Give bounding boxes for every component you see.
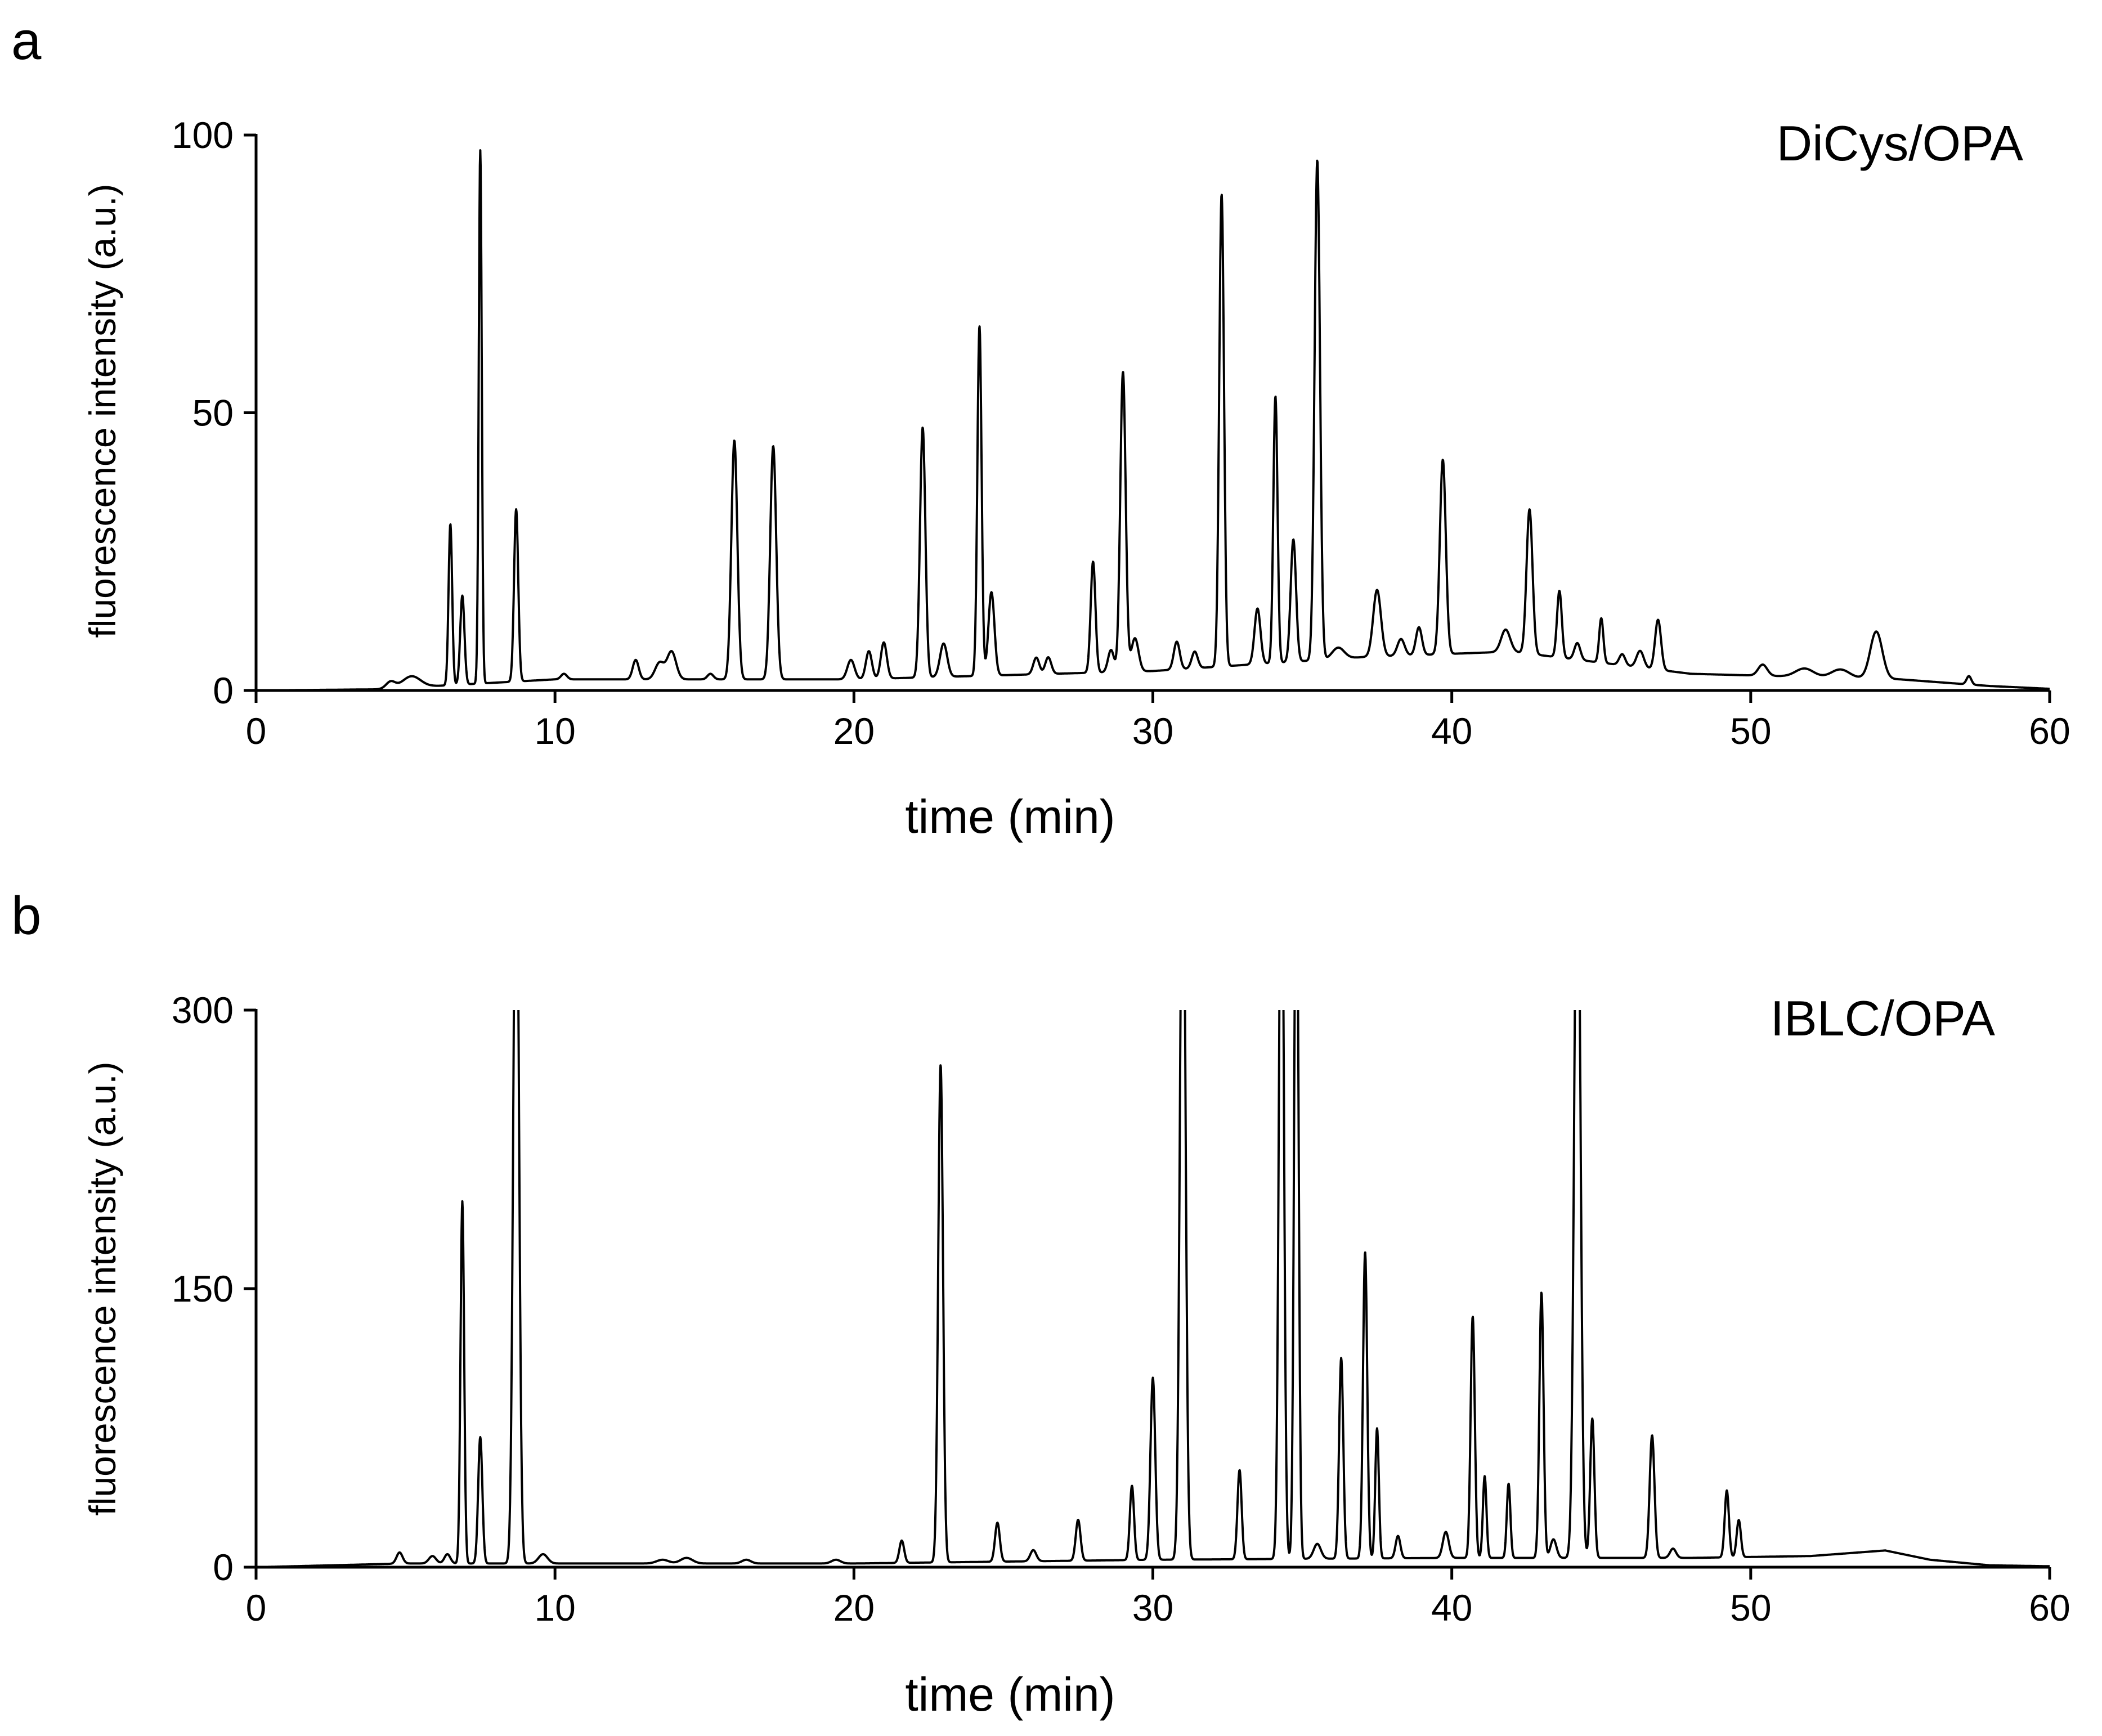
panel-b-letter: b (11, 886, 41, 946)
x-tick-label: 10 (534, 1587, 575, 1629)
y-tick-label: 0 (213, 670, 234, 711)
panel-b: b IBLC/OPA 0 150 300 0 10 20 30 40 50 60 time (m… (11, 886, 2070, 1721)
y-tick-label: 0 (213, 1546, 234, 1588)
x-tick-label: 20 (833, 1587, 875, 1629)
y-tick-label: 100 (172, 114, 234, 156)
x-tick-label: 30 (1132, 1587, 1173, 1629)
x-tick-label: 50 (1730, 710, 1771, 752)
panel-a-chromatogram-trace (256, 149, 2051, 689)
x-tick-label: 60 (2029, 1587, 2070, 1629)
y-tick-label: 300 (172, 989, 234, 1031)
panel-a-letter: a (11, 11, 42, 71)
x-tick-label: 40 (1431, 710, 1472, 752)
x-tick-label: 0 (246, 1587, 267, 1629)
panel-a-y-axis: 0 50 100 (172, 114, 256, 711)
x-tick-label: 60 (2029, 710, 2070, 752)
panel-b-y-axis: 0 150 300 (172, 989, 256, 1588)
panel-a-x-axis-label: time (min) (905, 790, 1115, 843)
y-tick-label: 150 (172, 1268, 234, 1309)
y-tick-label: 50 (192, 392, 234, 434)
panel-b-axes (254, 1009, 2050, 1569)
x-tick-label: 0 (246, 710, 267, 752)
panel-a: a DiCys/OPA 0 50 100 0 10 20 30 40 50 60 time (m… (11, 11, 2070, 843)
x-tick-label: 10 (534, 710, 575, 752)
x-tick-label: 50 (1730, 1587, 1771, 1629)
x-tick-label: 20 (833, 710, 875, 752)
panel-b-y-axis-label: fluorescence intensity (a.u.) (82, 1061, 123, 1515)
panel-b-x-axis: 0 10 20 30 40 50 60 (246, 1567, 2070, 1629)
panel-b-title: IBLC/OPA (1771, 990, 1996, 1046)
panel-b-x-axis-label: time (min) (905, 1668, 1115, 1721)
panel-b-chromatogram-trace (256, 1010, 2051, 1568)
panel-a-axes (254, 134, 2050, 692)
x-tick-label: 40 (1431, 1587, 1472, 1629)
panel-a-y-axis-label: fluorescence intensity (a.u.) (82, 183, 123, 638)
panel-a-title: DiCys/OPA (1777, 115, 2024, 171)
x-tick-label: 30 (1132, 710, 1173, 752)
panel-a-x-axis: 0 10 20 30 40 50 60 (246, 690, 2070, 752)
